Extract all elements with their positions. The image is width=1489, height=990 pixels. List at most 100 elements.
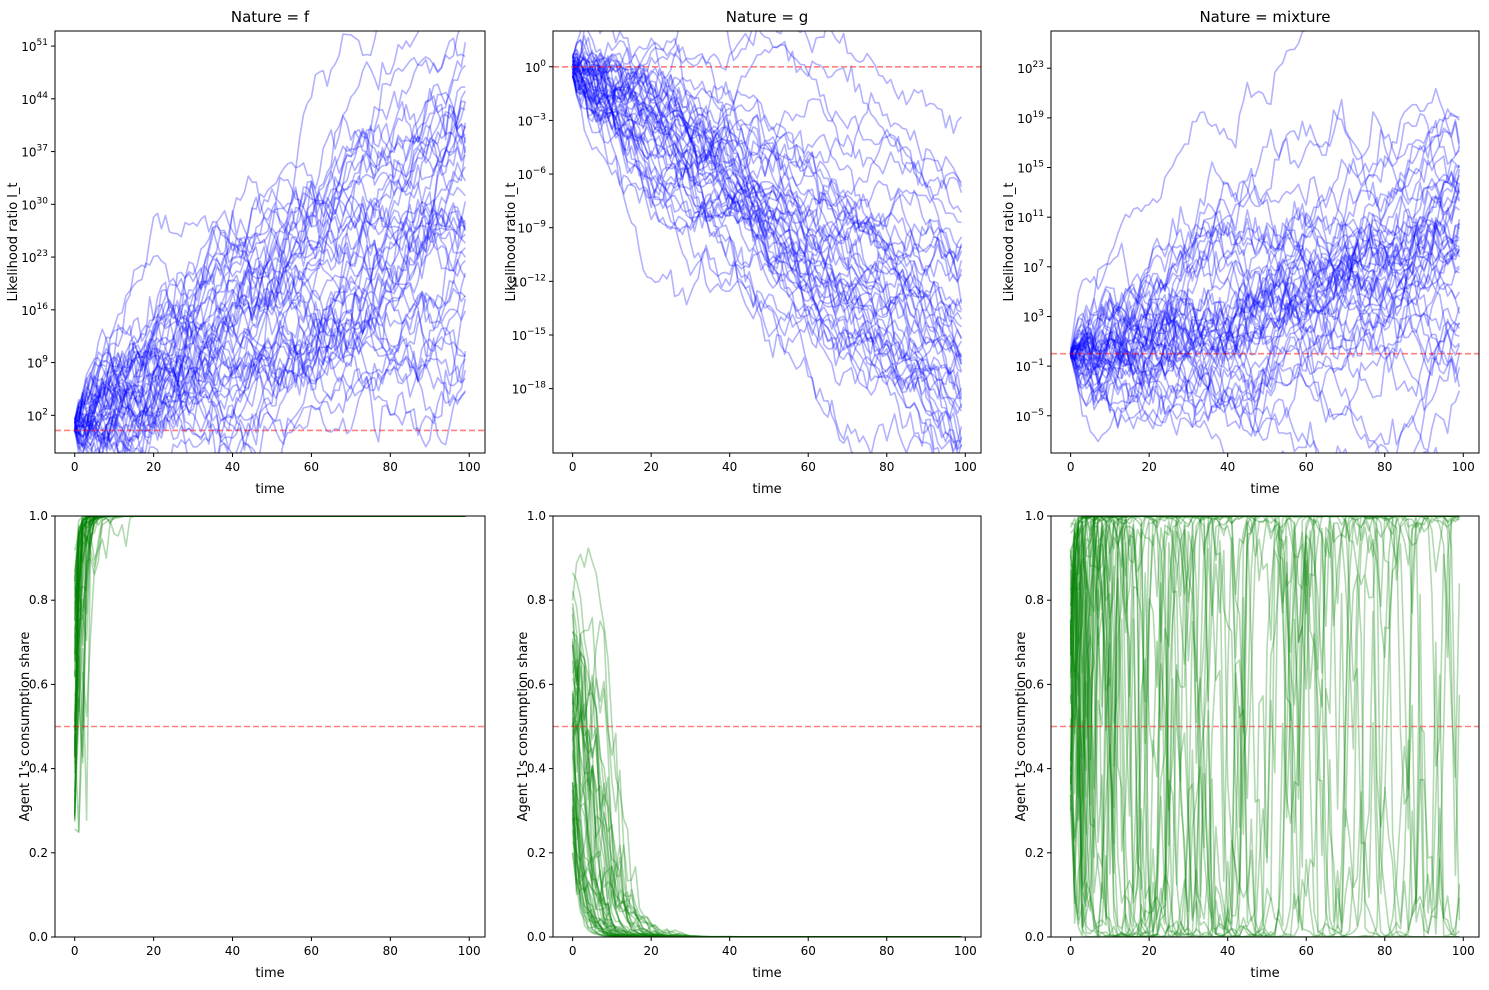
series-line — [73, 197, 467, 447]
y-tick-label: 10−15 — [512, 327, 546, 343]
y-tick-label: 0.2 — [29, 846, 48, 860]
x-tick-label: 0 — [569, 460, 577, 474]
tick-base: 10 — [21, 251, 36, 265]
series-line — [1070, 282, 1461, 412]
series-line — [74, 100, 466, 428]
series-line — [572, 63, 963, 307]
series-line — [1070, 210, 1461, 366]
tick-exponent: 23 — [1033, 60, 1044, 70]
tick-exponent: 9 — [42, 355, 48, 365]
y-tick-label: 1015 — [1017, 160, 1044, 176]
y-axis-label: Likelihood ratio l_t — [6, 183, 21, 302]
series-line — [571, 59, 963, 208]
series-line — [74, 101, 467, 438]
x-axis-label: time — [1250, 482, 1279, 497]
subplot-lr-g: 0 20 40 60 80 10010010−310−610−910−1210−1510−… — [504, 8, 982, 497]
series-line — [74, 31, 420, 444]
tick-exponent: 0 — [540, 59, 546, 69]
series-line — [1070, 311, 1460, 453]
series-line — [1069, 183, 1461, 361]
axes-frame — [54, 30, 486, 454]
x-tick-label: 100 — [1452, 944, 1475, 958]
y-tick-label: 1044 — [21, 91, 48, 107]
series-line — [74, 516, 466, 834]
x-tick-label: 40 — [722, 460, 737, 474]
tick-exponent: 15 — [1033, 160, 1044, 170]
series-line — [571, 75, 941, 453]
series-line — [73, 31, 383, 441]
series-line — [1070, 195, 1460, 376]
series-line — [74, 91, 467, 444]
series-line — [73, 516, 466, 822]
y-tick-label: 0.0 — [29, 930, 48, 944]
tick-base: 10 — [1017, 211, 1032, 225]
subplot-lr-mix: 0 20 40 60 80 10010−510−110310710111015101910… — [1002, 8, 1480, 497]
series-line — [572, 63, 963, 263]
tick-base: 10 — [27, 409, 42, 423]
series-line — [74, 220, 466, 447]
series-line — [572, 57, 962, 313]
series-line — [571, 44, 962, 328]
series-line — [1069, 516, 1460, 937]
series-line — [74, 308, 466, 453]
series-line — [73, 516, 466, 833]
series-line — [1069, 221, 1461, 395]
series-line — [571, 76, 963, 450]
series-line — [73, 516, 466, 654]
series-line — [1069, 119, 1461, 353]
series-line — [571, 613, 962, 937]
axes-frame — [552, 30, 982, 454]
series-line — [73, 218, 466, 424]
series-line — [73, 516, 466, 646]
x-tick-label: 100 — [954, 944, 977, 958]
series-line — [571, 43, 963, 193]
series-line — [1069, 516, 1460, 591]
x-tick-label: 20 — [644, 460, 659, 474]
series-line — [74, 300, 467, 453]
series-line — [73, 516, 466, 661]
y-tick-label: 10−12 — [512, 273, 546, 289]
series-line — [571, 711, 962, 937]
x-tick-label: 80 — [1377, 460, 1392, 474]
y-axis-label: Likelihood ratio l_t — [1002, 183, 1017, 302]
series-line — [1069, 516, 1460, 937]
series-line — [571, 750, 962, 937]
series-line — [73, 191, 467, 453]
series-line — [74, 516, 466, 598]
y-tick-label: 0.4 — [29, 762, 48, 776]
series-line — [73, 276, 466, 453]
series-line — [1069, 516, 1460, 935]
y-tick-label: 10−5 — [1015, 408, 1044, 424]
x-tick-label: 60 — [1299, 944, 1314, 958]
tick-exponent: −18 — [527, 381, 546, 391]
series-line — [73, 103, 467, 427]
series-line — [1069, 217, 1461, 443]
series-line — [73, 516, 466, 582]
tick-exponent: −3 — [533, 112, 546, 122]
tick-exponent: −6 — [533, 166, 547, 176]
series-line — [74, 516, 466, 592]
y-tick-label: 0.8 — [1025, 593, 1044, 607]
series-line — [1070, 113, 1461, 354]
y-tick-label: 1051 — [21, 38, 48, 54]
series-group — [571, 31, 963, 453]
y-tick-label: 1016 — [21, 302, 48, 318]
x-tick-label: 20 — [1142, 944, 1157, 958]
series-line — [73, 516, 466, 655]
y-tick-label: 1023 — [1017, 60, 1044, 76]
y-tick-label: 0.2 — [527, 846, 546, 860]
series-line — [571, 690, 962, 937]
x-axis-label: time — [255, 966, 284, 981]
series-line — [571, 68, 934, 453]
tick-base: 10 — [1017, 162, 1032, 176]
series-line — [571, 806, 962, 937]
subplot-lr-f: 0 20 40 60 80 1001021091016102310301037104410… — [6, 8, 486, 497]
series-line — [572, 61, 963, 396]
series-line — [73, 516, 466, 722]
series-line — [73, 136, 467, 453]
tick-base: 10 — [512, 275, 527, 289]
x-tick-label: 80 — [879, 944, 894, 958]
series-line — [73, 516, 466, 590]
series-line — [1069, 161, 1461, 379]
x-tick-label: 40 — [722, 944, 737, 958]
